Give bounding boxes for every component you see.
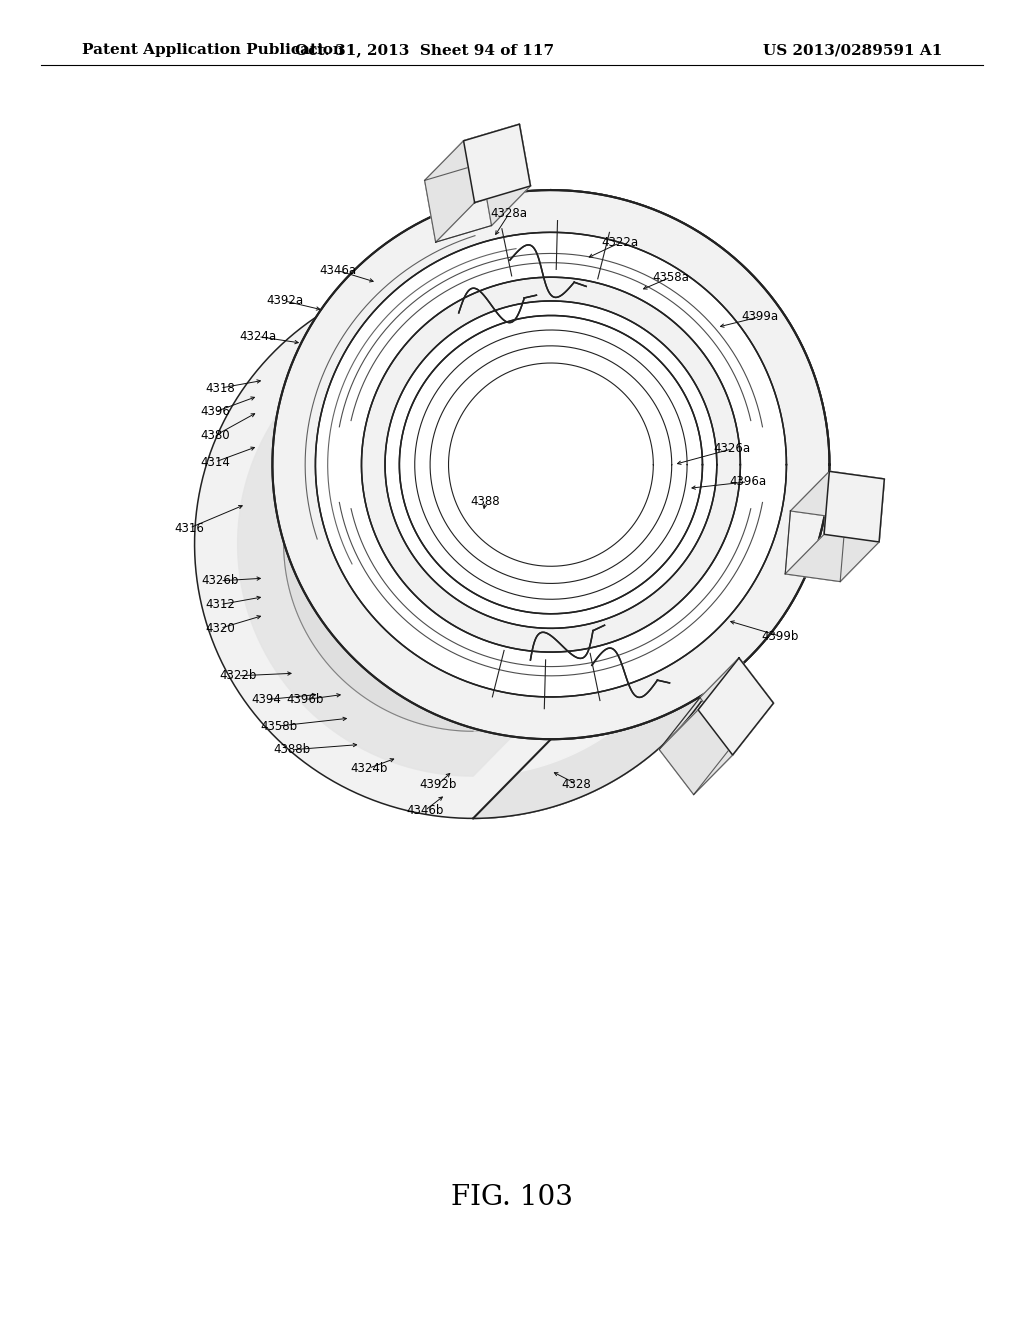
Text: Oct. 31, 2013  Sheet 94 of 117: Oct. 31, 2013 Sheet 94 of 117 xyxy=(295,44,555,57)
Polygon shape xyxy=(425,141,474,242)
Polygon shape xyxy=(698,657,773,755)
Text: 4328: 4328 xyxy=(561,777,592,791)
Polygon shape xyxy=(824,471,885,543)
Text: 4394: 4394 xyxy=(251,693,282,706)
Polygon shape xyxy=(693,704,773,795)
Text: 4380: 4380 xyxy=(201,429,229,442)
Text: 4346b: 4346b xyxy=(407,804,443,817)
Polygon shape xyxy=(480,124,530,226)
Polygon shape xyxy=(785,535,879,582)
Polygon shape xyxy=(399,315,702,614)
Polygon shape xyxy=(399,315,702,614)
Text: 4326b: 4326b xyxy=(202,574,239,587)
Polygon shape xyxy=(361,277,740,652)
Text: 4324b: 4324b xyxy=(350,762,387,775)
Polygon shape xyxy=(840,479,885,582)
Text: 4392a: 4392a xyxy=(266,294,303,308)
Text: 4324a: 4324a xyxy=(240,330,276,343)
Polygon shape xyxy=(659,710,732,795)
Text: Patent Application Publication: Patent Application Publication xyxy=(82,44,344,57)
Polygon shape xyxy=(284,277,551,731)
Polygon shape xyxy=(385,301,717,628)
Polygon shape xyxy=(791,471,885,519)
Polygon shape xyxy=(785,535,879,582)
Polygon shape xyxy=(693,704,773,795)
Polygon shape xyxy=(480,124,530,226)
Polygon shape xyxy=(425,124,519,181)
Text: 4358a: 4358a xyxy=(652,271,689,284)
Polygon shape xyxy=(322,395,625,693)
Polygon shape xyxy=(272,190,829,739)
Polygon shape xyxy=(464,124,530,202)
Polygon shape xyxy=(700,657,773,743)
Text: 4388b: 4388b xyxy=(273,743,310,756)
Text: 4346a: 4346a xyxy=(319,264,356,277)
Text: 4396: 4396 xyxy=(200,405,230,418)
Polygon shape xyxy=(791,471,885,519)
Text: 4396b: 4396b xyxy=(287,693,324,706)
Polygon shape xyxy=(700,657,773,743)
Polygon shape xyxy=(195,269,752,818)
Polygon shape xyxy=(449,363,653,566)
Polygon shape xyxy=(371,442,575,645)
Text: 4314: 4314 xyxy=(200,455,230,469)
Text: 4388: 4388 xyxy=(471,495,500,508)
Polygon shape xyxy=(430,346,672,583)
Polygon shape xyxy=(473,190,829,818)
Polygon shape xyxy=(415,330,687,599)
Polygon shape xyxy=(497,234,786,775)
Polygon shape xyxy=(284,356,663,731)
Text: FIG. 103: FIG. 103 xyxy=(451,1184,573,1210)
Text: 4399a: 4399a xyxy=(741,310,778,323)
Polygon shape xyxy=(315,232,786,697)
Text: 4392b: 4392b xyxy=(420,777,457,791)
Text: US 2013/0289591 A1: US 2013/0289591 A1 xyxy=(763,44,942,57)
Text: 4322a: 4322a xyxy=(601,236,638,249)
Polygon shape xyxy=(698,657,773,755)
Text: 4399b: 4399b xyxy=(762,630,799,643)
Polygon shape xyxy=(361,277,740,652)
Polygon shape xyxy=(425,141,474,242)
Polygon shape xyxy=(430,346,672,583)
Text: 4316: 4316 xyxy=(174,521,205,535)
Text: 4326a: 4326a xyxy=(714,442,751,455)
Polygon shape xyxy=(385,301,717,628)
Polygon shape xyxy=(464,124,530,202)
Polygon shape xyxy=(425,124,519,181)
Text: 4318: 4318 xyxy=(205,381,236,395)
Polygon shape xyxy=(824,471,885,543)
Text: 4312: 4312 xyxy=(205,598,236,611)
Polygon shape xyxy=(449,363,653,566)
Polygon shape xyxy=(659,710,732,795)
Polygon shape xyxy=(840,479,885,582)
Text: 4396a: 4396a xyxy=(729,475,766,488)
Polygon shape xyxy=(315,232,786,697)
Text: 4328a: 4328a xyxy=(490,207,527,220)
Text: 4358b: 4358b xyxy=(260,719,297,733)
Text: 4322b: 4322b xyxy=(219,669,256,682)
Polygon shape xyxy=(272,190,829,739)
Text: 4320: 4320 xyxy=(205,622,236,635)
Polygon shape xyxy=(415,330,687,599)
Polygon shape xyxy=(238,232,551,776)
Polygon shape xyxy=(337,409,609,678)
